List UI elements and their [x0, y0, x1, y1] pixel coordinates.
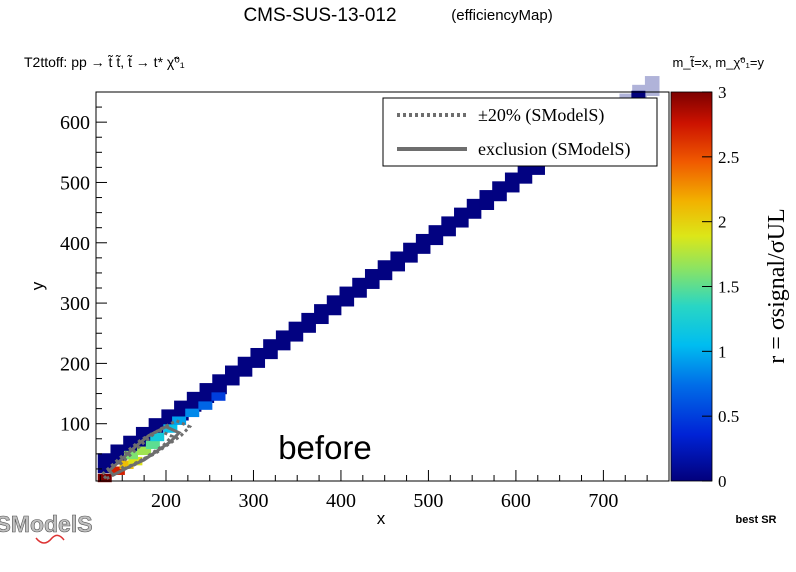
color-bar-tick-label: 3 [718, 83, 727, 102]
heatmap-cell [352, 277, 367, 298]
plus20-contour [117, 419, 193, 471]
y-tick-label: 300 [60, 293, 90, 315]
heatmap-cell [631, 90, 646, 100]
color-bar-ticks: 0 0.5 1 1.5 2 2.5 3 [702, 83, 739, 491]
y-tick-label: 400 [60, 233, 90, 255]
heatmap-cell [492, 181, 507, 202]
heatmap-cell [403, 242, 418, 263]
heatmap-cell [263, 339, 278, 360]
heatmap-cell [128, 456, 143, 466]
heatmap-cell [185, 408, 200, 418]
y-tick-label: 200 [60, 353, 90, 375]
color-bar-tick-label: 2.5 [718, 148, 739, 167]
x-tick-label: 700 [588, 490, 618, 512]
color-bar-tick-label: 1 [718, 342, 727, 361]
heatmap-cell [211, 392, 226, 401]
color-bar-tick-label: 1.5 [718, 278, 739, 297]
heatmap-cell [119, 460, 134, 469]
heatmap-cell [198, 401, 213, 410]
color-bar-label: r = σsignal/σUL [764, 208, 790, 363]
heatmap-cell [145, 440, 160, 450]
heatmap-cell [174, 400, 189, 421]
x-tick-label: 200 [151, 490, 181, 512]
minus20-contour [99, 428, 175, 481]
heatmap-cell [479, 190, 495, 210]
heatmap-cell [504, 172, 520, 193]
best-sr-text: best SR [736, 514, 777, 526]
legend-dotted-label: ±20% (SModelS) [478, 105, 604, 126]
heatmap-cell [199, 383, 215, 403]
chart-title: CMS-SUS-13-012 [243, 5, 396, 26]
legend-box: ±20% (SModelS) exclusion (SModelS) [382, 97, 658, 167]
watermark-text: before [278, 429, 372, 466]
heatmap-cell [301, 312, 316, 333]
heatmap-cell [110, 466, 125, 475]
color-bar-tick-label: 0 [718, 472, 727, 491]
plot-frame [95, 91, 670, 482]
y-tick-label: 100 [60, 414, 90, 436]
x-tick-label: 600 [501, 490, 531, 512]
y-tick-label: 500 [60, 172, 90, 194]
heatmap-cell [390, 251, 406, 272]
heatmap-cell [364, 269, 380, 289]
heatmap-cell [150, 432, 165, 442]
logo-text: SModelS [0, 511, 93, 537]
y-tick-label: 600 [60, 112, 90, 134]
heatmap-cell [288, 321, 304, 342]
logo-swirl [35, 534, 65, 544]
process-text: T2ttoff: pp → t̃ t̃, t̃ → t* χ̃⁰₁ [24, 54, 185, 70]
x-axis-label: x [377, 509, 386, 528]
color-bar: 0 0.5 1 1.5 2 2.5 3 [670, 83, 739, 491]
smodels-logo: SModelS [0, 511, 93, 544]
heatmap-cell [137, 446, 152, 456]
y-axis-label: y [28, 281, 47, 290]
heatmap-cell [377, 260, 393, 281]
contour-lines [99, 419, 193, 481]
heatmap-cell [250, 347, 266, 368]
heatmap-cell [326, 295, 342, 316]
color-bar-tick-label: 2 [718, 213, 727, 232]
heatmap-cell [339, 286, 355, 307]
x-axis-ticks: 200 300 400 500 600 700 [99, 470, 670, 512]
heatmap-cell [441, 216, 456, 237]
heatmap-cell [237, 356, 253, 377]
color-bar-tick-label: 0.5 [718, 407, 739, 426]
excluded-cell [644, 76, 660, 96]
heatmap-cell [275, 330, 291, 351]
heatmap-cell [517, 163, 533, 184]
heatmap-cell [415, 233, 431, 254]
x-tick-label: 300 [238, 490, 268, 512]
heatmap-cell [454, 207, 469, 228]
legend-frame [382, 97, 658, 167]
y-axis-ticks: 100 200 300 400 500 600 [60, 91, 107, 470]
heatmap-cell [186, 391, 202, 412]
heatmap-cell [428, 225, 444, 246]
x-tick-label: 400 [326, 490, 356, 512]
heatmap-cell [314, 304, 329, 325]
heatmap-cell [224, 365, 240, 386]
heatmap-cell [212, 374, 227, 395]
legend-solid-label: exclusion (SModelS) [478, 139, 631, 160]
chart-subtitle: (efficiencyMap) [451, 7, 552, 24]
x-tick-label: 500 [413, 490, 443, 512]
mass-text: m_t̃=x, m_χ̃⁰₁=y [672, 55, 764, 70]
heatmap-cell [466, 198, 482, 219]
